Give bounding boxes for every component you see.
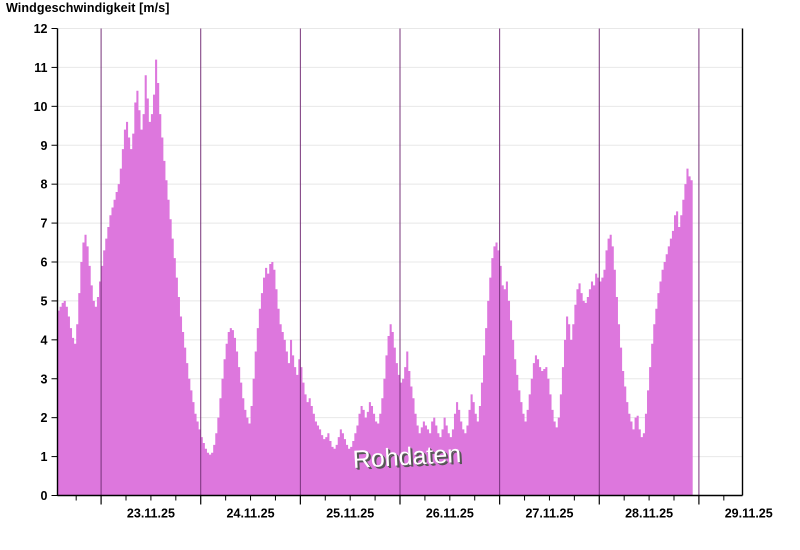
svg-text:5: 5 [41,294,48,308]
svg-text:9: 9 [41,139,48,153]
svg-text:1: 1 [41,450,48,464]
svg-text:11: 11 [34,61,47,75]
svg-text:7: 7 [41,217,48,231]
svg-text:2: 2 [41,411,48,425]
day-separators [100,28,700,496]
svg-text:25.11.25: 25.11.25 [326,507,374,521]
svg-text:8: 8 [41,178,48,192]
data-area-series [57,59,693,496]
svg-text:24.11.25: 24.11.25 [227,507,275,521]
svg-text:27.11.25: 27.11.25 [525,507,573,521]
svg-text:6: 6 [41,256,48,270]
svg-text:28.11.25: 28.11.25 [625,507,673,521]
svg-text:26.11.25: 26.11.25 [426,507,474,521]
x-axis-labels: 23.11.25 24.11.25 25.11.25 26.11.25 27.11.25… [127,507,773,521]
svg-text:3: 3 [41,372,48,386]
svg-text:4: 4 [41,333,48,347]
svg-text:0: 0 [41,489,48,503]
svg-text:12: 12 [34,22,48,36]
svg-text:10: 10 [34,100,48,114]
svg-text:23.11.25: 23.11.25 [127,507,175,521]
svg-text:29.11.25: 29.11.25 [725,507,773,521]
chart-title: Windgeschwindigkeit [m/s] [6,1,170,15]
axis-ticks [51,28,725,505]
